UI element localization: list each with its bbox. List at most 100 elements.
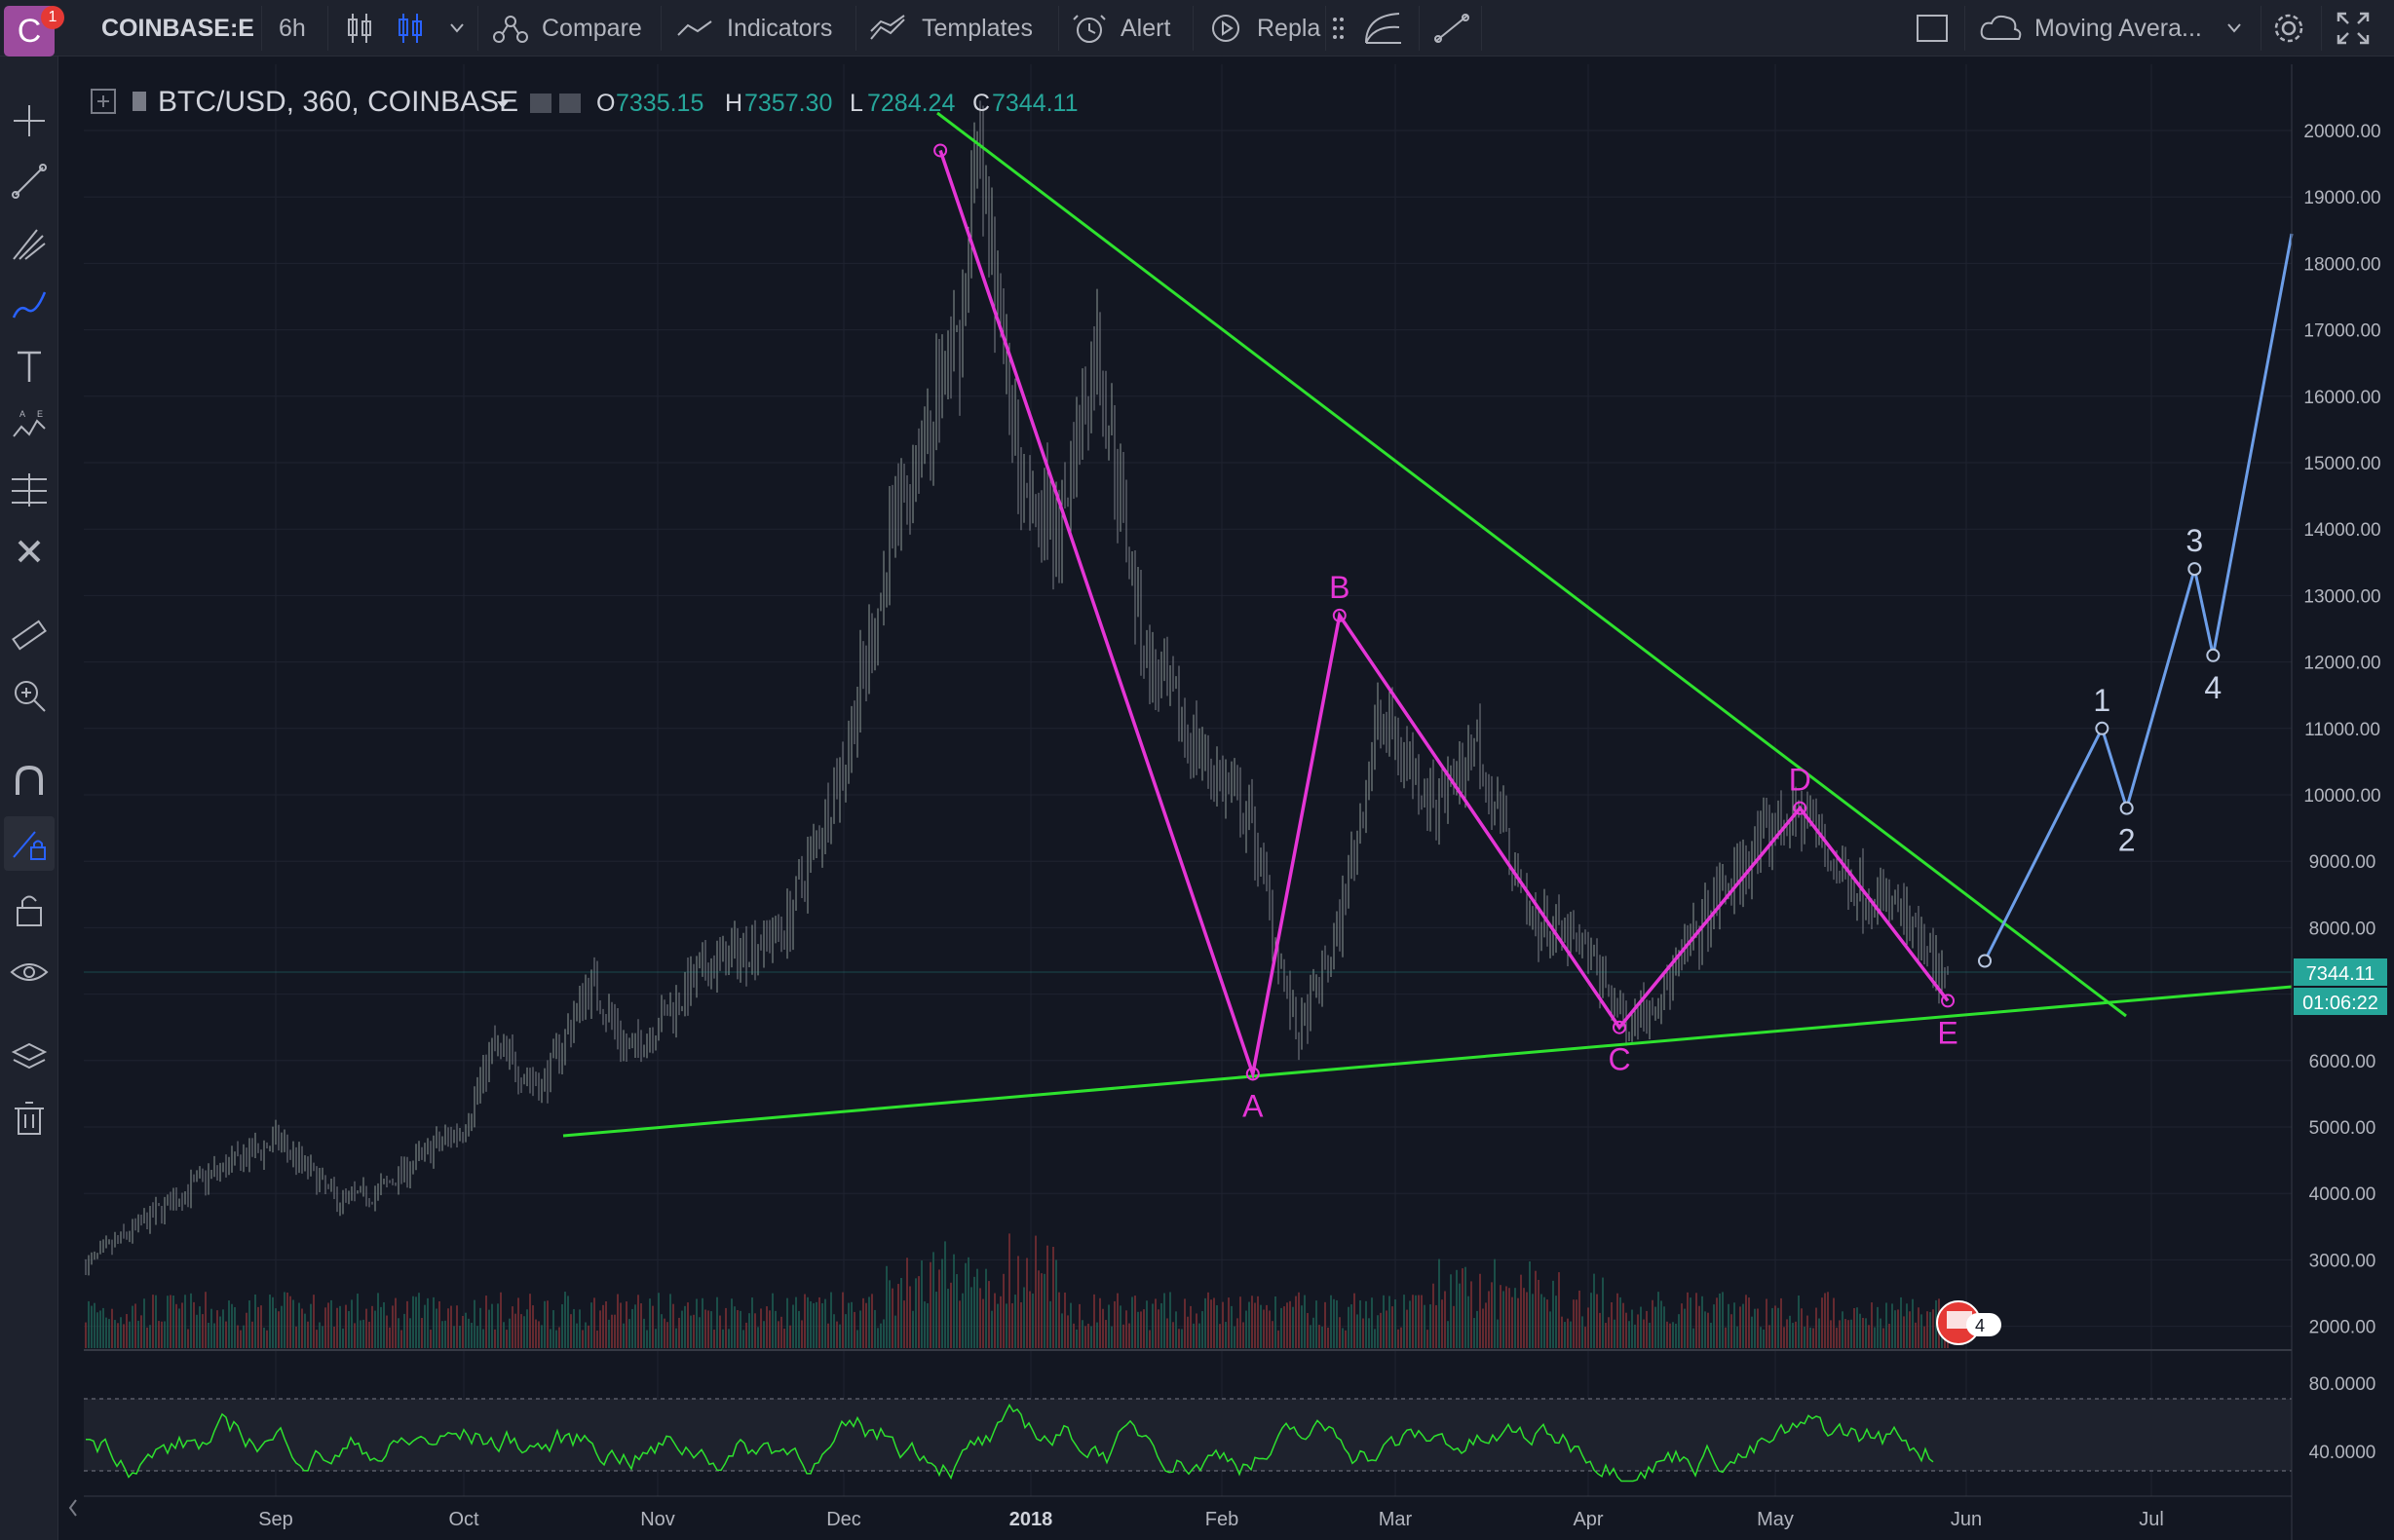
alert-button[interactable]: Alert — [1121, 14, 1171, 42]
bars-style-icon[interactable] — [345, 10, 374, 47]
volume-bar — [269, 1295, 271, 1348]
open-value: 7335.15 — [616, 90, 703, 117]
volume-bar — [462, 1315, 464, 1348]
volume-bar — [1625, 1312, 1627, 1348]
volume-bar — [1877, 1306, 1879, 1348]
volume-bar — [199, 1306, 201, 1348]
volume-bar — [1049, 1300, 1051, 1348]
layers-icon[interactable] — [10, 1038, 49, 1077]
volume-bar — [1245, 1310, 1247, 1348]
volume-bar — [988, 1281, 990, 1348]
volume-bar — [1818, 1318, 1820, 1348]
legend-dropdown-icon[interactable] — [497, 101, 509, 108]
volume-bar — [1605, 1323, 1607, 1348]
drag-handle-icon[interactable] — [1331, 16, 1347, 41]
volume-bar — [1698, 1305, 1700, 1348]
brush-icon[interactable] — [10, 284, 49, 323]
cloud-icon[interactable] — [1978, 12, 2025, 45]
volume-bar — [167, 1296, 169, 1348]
volume-bar — [1082, 1320, 1083, 1348]
impulse-label: 2 — [2118, 823, 2136, 858]
impulse-point — [1978, 954, 1992, 968]
current-price-tag — [2294, 958, 2387, 986]
crosshair-icon[interactable] — [10, 101, 49, 140]
indicators-button[interactable]: Indicators — [727, 14, 833, 42]
chevron-down-icon[interactable] — [2225, 19, 2243, 37]
chevron-down-icon[interactable] — [448, 19, 466, 37]
legend-symbol[interactable]: BTC/USD, 360, COINBASE — [158, 86, 518, 118]
indicators-icon[interactable] — [676, 18, 715, 39]
ruler-icon[interactable] — [10, 616, 49, 655]
volume-bar — [935, 1292, 937, 1348]
text-tool-icon[interactable] — [10, 347, 49, 386]
compare-button[interactable]: Compare — [542, 14, 642, 42]
volume-bar — [1576, 1299, 1577, 1348]
trash-icon[interactable] — [10, 1099, 49, 1138]
volume-bar — [1649, 1322, 1651, 1348]
trendline-tool-icon[interactable] — [1430, 10, 1473, 47]
volume-bar — [1450, 1274, 1452, 1348]
interval-button[interactable]: 6h — [279, 14, 306, 42]
study-template-dropdown[interactable]: Moving Avera... — [2034, 14, 2202, 42]
fullscreen-icon[interactable] — [2337, 12, 2370, 45]
volume-bar — [1266, 1304, 1268, 1348]
expand-legend-icon[interactable] — [91, 89, 116, 114]
chart-area[interactable]: A B C D E 1 2 3 4 20000.00 19000.00 18000.00 17000.… — [84, 64, 2394, 1540]
templates-button[interactable]: Templates — [922, 14, 1033, 42]
unlock-icon[interactable] — [10, 890, 49, 929]
zoom-icon[interactable] — [10, 676, 49, 715]
volume-bar — [763, 1321, 765, 1348]
volume-bar — [1117, 1293, 1119, 1348]
volume-bar — [1920, 1314, 1922, 1348]
volume-bar — [552, 1310, 554, 1348]
symbol-search-button[interactable]: COINBASE:E — [101, 14, 254, 42]
volume-bar — [669, 1294, 671, 1348]
time-axis-label: Oct — [448, 1509, 479, 1530]
volume-bar — [1763, 1329, 1765, 1348]
volume-bar — [187, 1329, 189, 1348]
volume-bar — [427, 1297, 429, 1348]
layout-square-icon[interactable] — [1916, 14, 1949, 43]
volume-bar — [1806, 1315, 1808, 1348]
price-axis-label: 16000.00 — [2303, 388, 2380, 408]
collapse-panel-icon[interactable] — [66, 1488, 80, 1527]
volume-bar — [126, 1314, 128, 1348]
volume-bar — [1573, 1299, 1575, 1348]
fib-tool-icon[interactable] — [1362, 10, 1405, 47]
price-axis-label: 3000.00 — [2309, 1251, 2376, 1271]
volume-bar — [970, 1287, 972, 1348]
volume-bar — [1856, 1307, 1858, 1348]
volume-bar — [301, 1308, 303, 1348]
compare-icon[interactable] — [491, 14, 530, 45]
trend-line-icon[interactable] — [10, 162, 49, 201]
time-axis-label: May — [1757, 1509, 1794, 1530]
volume-bar — [742, 1330, 744, 1348]
camera-icon[interactable] — [530, 94, 551, 113]
volume-bar — [1654, 1306, 1656, 1348]
volume-bar — [1055, 1259, 1057, 1348]
settings-small-icon[interactable] — [559, 94, 581, 113]
eye-icon[interactable] — [10, 953, 49, 992]
volume-bar — [497, 1303, 499, 1348]
alarm-clock-icon[interactable] — [1072, 12, 1107, 45]
candles-style-icon[interactable] — [396, 10, 425, 47]
volume-bar — [836, 1321, 838, 1348]
drawings-layer[interactable]: A B C D E 1 2 3 4 — [562, 111, 2294, 1138]
volume-bar — [1368, 1318, 1370, 1348]
replay-icon[interactable] — [1208, 12, 1243, 45]
close-icon[interactable] — [10, 532, 49, 571]
divider — [1419, 6, 1420, 51]
event-flag[interactable]: 4 — [1936, 1300, 2001, 1345]
magnet-icon[interactable] — [10, 762, 49, 801]
lock-pencil-icon[interactable] — [10, 824, 49, 863]
replay-button[interactable]: Repla — [1257, 14, 1321, 42]
volume-bar — [848, 1302, 850, 1348]
volume-bar — [357, 1294, 359, 1348]
pitchfork-icon[interactable] — [10, 224, 49, 263]
templates-icon[interactable] — [869, 14, 908, 43]
gear-icon[interactable] — [2270, 10, 2307, 47]
volume-bar — [1280, 1307, 1282, 1348]
volume-bar — [1184, 1298, 1186, 1348]
measure-tool-icon[interactable] — [10, 470, 49, 508]
